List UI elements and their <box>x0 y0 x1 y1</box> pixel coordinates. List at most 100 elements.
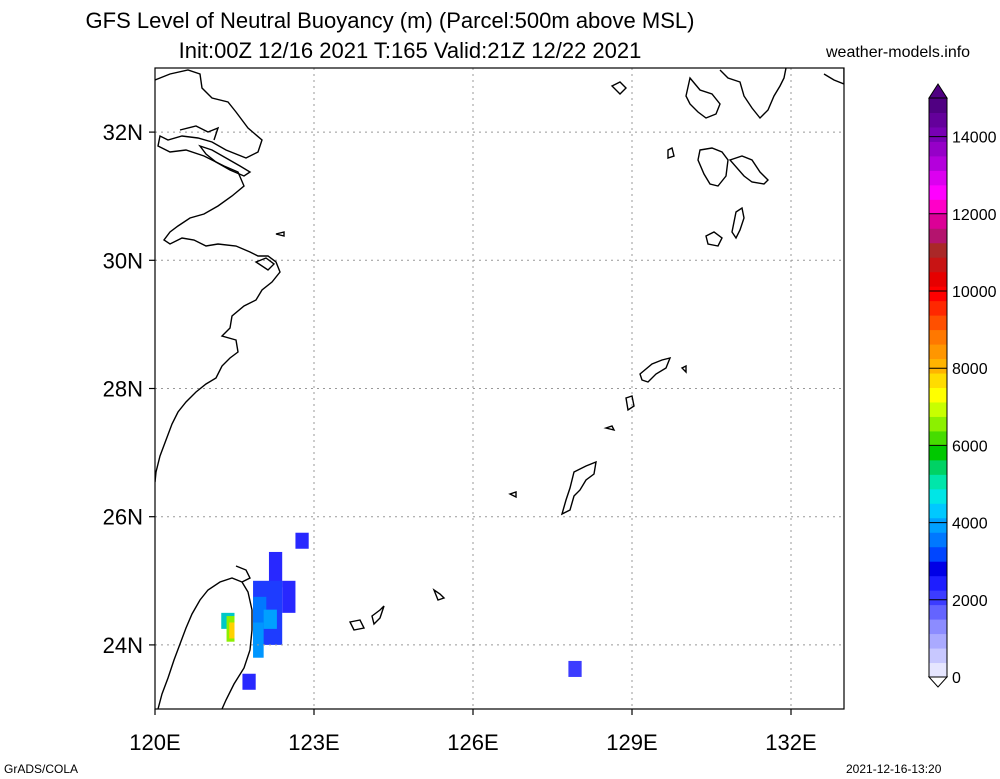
island-amami <box>639 356 672 383</box>
colorbar-segment <box>929 155 947 171</box>
colorbar-segment <box>929 329 947 345</box>
colorbar-max-arrow <box>928 83 948 99</box>
title-line-1: GFS Level of Neutral Buoyancy (m) (Parce… <box>85 8 695 33</box>
island-zhoushan-2 <box>275 231 285 237</box>
colorbar-segment <box>929 257 947 273</box>
colorbar-label: 8000 <box>952 361 988 378</box>
colorbar-segment <box>929 199 947 215</box>
island-yakushima <box>705 231 723 247</box>
island-miyako <box>348 619 366 631</box>
colorbar-segment <box>929 503 947 519</box>
footer-left-text: GrADS/COLA <box>4 762 79 776</box>
colorbar-segment <box>929 488 947 504</box>
colorbar-segment <box>929 619 947 635</box>
coastline-china-inner <box>198 144 252 177</box>
colorbar-segment <box>929 286 947 302</box>
colorbar-segment <box>929 459 947 475</box>
lat-tick-label: 26N <box>103 505 143 530</box>
colorbar-segment <box>929 358 947 374</box>
colorbar-segment <box>929 98 947 113</box>
colorbar-label: 0 <box>952 670 961 687</box>
lat-tick-label: 32N <box>103 120 143 145</box>
lon-tick-label: 132E <box>765 730 816 755</box>
colorbar-segment <box>929 633 947 649</box>
buoyancy-cells <box>221 532 582 690</box>
island-small-5 <box>432 588 446 601</box>
colorbar-segment <box>929 416 947 432</box>
colorbar-label: 4000 <box>952 516 988 533</box>
colorbar-segment <box>929 315 947 331</box>
island-small-4 <box>680 364 687 374</box>
credit-text: weather-models.info <box>826 44 971 61</box>
island-small-3 <box>603 425 616 432</box>
lat-tick-label: 30N <box>103 248 143 273</box>
colorbar-segment <box>929 561 947 577</box>
lon-tick-label: 129E <box>606 730 657 755</box>
buoyancy-cell <box>282 580 296 613</box>
island-tanegashima <box>731 206 745 240</box>
colorbar-label: 12000 <box>952 207 997 224</box>
colorbar-segment <box>929 271 947 287</box>
colorbar-segment <box>929 213 947 229</box>
colorbar-segment <box>929 112 947 128</box>
colorbar-label: 10000 <box>952 284 997 301</box>
colorbar-segment <box>929 604 947 620</box>
lon-tick-label: 126E <box>447 730 498 755</box>
coastline-taiwan <box>157 565 253 709</box>
colorbar-segment <box>929 344 947 360</box>
buoyancy-cell <box>263 609 277 629</box>
colorbar-label: 14000 <box>952 130 997 147</box>
colorbar-segment <box>929 141 947 157</box>
colorbar-segment <box>929 170 947 186</box>
buoyancy-cell <box>229 622 235 639</box>
coastline-china-bay <box>179 125 220 141</box>
colorbar: 0 2000 4000 6000 8000 10000 12000 14000 <box>927 83 997 688</box>
colorbar-segment <box>929 575 947 591</box>
lon-tick-label: 120E <box>129 730 180 755</box>
colorbar-segment <box>929 401 947 417</box>
colorbar-segment <box>929 387 947 403</box>
colorbar-segment <box>929 373 947 388</box>
buoyancy-cell <box>295 532 309 549</box>
lat-tick-label: 24N <box>103 633 143 658</box>
colorbar-segment <box>929 126 947 142</box>
colorbar-segment <box>929 590 947 606</box>
colorbar-segment <box>929 430 947 446</box>
coastlines <box>155 68 844 709</box>
island-zhoushan <box>254 257 276 271</box>
colorbar-segment <box>929 300 947 316</box>
colorbar-segment <box>929 228 947 244</box>
colorbar-label: 2000 <box>952 593 988 610</box>
buoyancy-cell <box>253 596 267 623</box>
coastline-china <box>155 69 281 483</box>
island-small-1 <box>508 491 517 499</box>
island-small-6 <box>667 146 675 159</box>
buoyancy-cell <box>268 551 283 588</box>
island-small-7 <box>610 81 627 95</box>
colorbar-segment <box>929 184 947 200</box>
map-frame <box>154 67 845 710</box>
lat-tick-label: 28N <box>103 377 143 402</box>
colorbar-segment <box>929 662 947 678</box>
colorbar-segment <box>929 532 947 548</box>
colorbar-segment <box>929 242 947 258</box>
axis-labels: 120E 123E 126E 129E 132E 24N 26N 28N 30N 32N <box>103 120 817 755</box>
buoyancy-cell <box>253 622 264 658</box>
colorbar-segment <box>929 546 947 562</box>
colorbar-segment <box>929 445 947 461</box>
island-ishigaki-area <box>371 605 385 626</box>
coastline-kyushu-south <box>697 147 769 187</box>
colorbar-min-arrow <box>927 676 949 688</box>
footer-right-text: 2021-12-16-13:20 <box>846 762 942 776</box>
colorbar-segment <box>929 648 947 664</box>
coastline-kyushu <box>685 68 844 120</box>
island-small-2 <box>625 395 635 412</box>
buoyancy-cell <box>568 660 582 677</box>
buoyancy-cell <box>242 673 256 690</box>
title-line-2: Init:00Z 12/16 2021 T:165 Valid:21Z 12/2… <box>178 38 642 63</box>
colorbar-segment <box>929 517 947 533</box>
colorbar-segment <box>929 474 947 490</box>
colorbar-label: 6000 <box>952 438 988 455</box>
island-okinawa <box>560 460 597 516</box>
